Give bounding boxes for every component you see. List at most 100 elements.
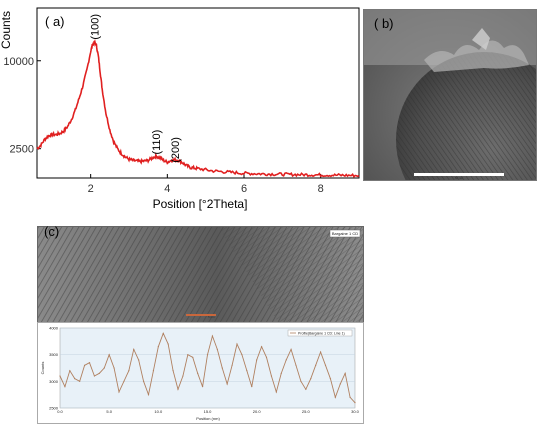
profile-point (256, 359, 258, 361)
profile-y-axis-title: Counts (40, 362, 45, 375)
profile-point (167, 343, 169, 345)
profile-point (334, 396, 336, 398)
profile-point (285, 359, 287, 361)
profile-point (216, 348, 218, 350)
xrd-x-axis-title: Position [°2Theta] (153, 197, 248, 211)
hrtem-legend-box (329, 229, 361, 238)
xrd-chart: 2 4 6 8 2500 10000 (100) (110) (200) ( a) Posit… (0, 7, 360, 211)
hrtem-legend-text: Bargaine 1 CD (332, 231, 358, 236)
profile-point (182, 375, 184, 377)
tem-image: 50 nm ( b) (364, 10, 536, 180)
xrd-peak-label: (200) (170, 137, 182, 163)
profile-point (246, 370, 248, 372)
profile-x-tick-label: 5.0 (106, 409, 112, 414)
profile-point (310, 378, 312, 380)
profile-point (275, 391, 277, 393)
profile-x-tick-label: 0.0 (57, 409, 63, 414)
profile-x-tick-label: 25.0 (302, 409, 311, 414)
profile-point (187, 354, 189, 356)
profile-x-axis-title: Position (nm) (196, 416, 220, 421)
profile-point (226, 383, 228, 385)
profile-point (221, 367, 223, 369)
xrd-x-tick-label: 6 (241, 183, 247, 195)
profile-legend-text: Profile(Bargaine 1 CD: Line 1) (298, 332, 345, 336)
xrd-ticks: 2 4 6 8 2500 10000 (3, 56, 323, 195)
profile-point (211, 335, 214, 337)
profile-point (251, 386, 253, 388)
profile-ticks: 2500 3000 3500 4000 0.0 5.0 10.0 15.0 20.0 25.0 30… (49, 326, 360, 415)
profile-point (83, 364, 86, 366)
panel-c-label: (c) (44, 224, 60, 239)
profile-point (93, 375, 96, 377)
profile-point (88, 362, 91, 364)
profile-point (265, 356, 268, 358)
xrd-annotations: (100) (110) (200) (90, 14, 183, 163)
profile-point (305, 388, 307, 390)
profile-point (123, 380, 125, 382)
profile-point (344, 372, 346, 374)
xrd-series-line (36, 38, 360, 178)
tem-scale-text: 50 nm (455, 176, 464, 180)
profile-point (98, 372, 100, 374)
profile-point (147, 394, 150, 396)
profile-x-tick-label: 20.0 (253, 409, 262, 414)
profile-point (231, 364, 233, 366)
xrd-peak-label: (100) (90, 14, 102, 40)
profile-point (133, 348, 135, 350)
profile-panel: 2500 3000 3500 4000 0.0 5.0 10.0 15.0 20.0 25.0 30… (37, 322, 364, 424)
profile-point (118, 391, 120, 393)
profile-x-tick-label: 10.0 (154, 409, 163, 414)
profile-point (152, 370, 155, 372)
profile-y-tick-label: 3000 (49, 379, 59, 384)
hrtem-image: Bargaine 1 CD 5 nm (38, 227, 363, 322)
xrd-x-tick-label: 8 (318, 183, 324, 195)
profile-point (324, 364, 327, 366)
profile-point (349, 396, 351, 398)
tem-image-panel: 50 nm ( b) (363, 9, 537, 181)
profile-point (162, 332, 164, 334)
profile-point (172, 370, 174, 372)
profile-x-tick-label: 15.0 (204, 409, 213, 414)
profile-point (339, 383, 341, 385)
profile-point (79, 380, 81, 382)
profile-point (354, 402, 356, 404)
panel-a-label: ( a) (45, 14, 65, 29)
profile-point (157, 346, 159, 348)
profile-point (192, 356, 194, 358)
xrd-x-tick-label: 4 (164, 183, 170, 195)
profile-chart: 2500 3000 3500 4000 0.0 5.0 10.0 15.0 20.0 25.0 30… (38, 323, 363, 423)
profile-point (197, 372, 199, 374)
xrd-y-axis-title: Counts (0, 11, 13, 49)
profile-point (241, 354, 243, 356)
profile-y-tick-label: 3500 (49, 352, 59, 357)
profile-line-group (59, 332, 356, 404)
hrtem-scale-bar (186, 314, 216, 316)
profile-point (113, 367, 115, 369)
profile-point (295, 364, 297, 366)
xrd-panel: 2 4 6 8 2500 10000 (100) (110) (200) ( a) Posit… (0, 0, 362, 215)
profile-point (138, 359, 140, 361)
profile-point (290, 348, 292, 350)
profile-point (329, 378, 332, 380)
profile-point (128, 370, 130, 372)
profile-point (206, 354, 209, 356)
hrtem-image-panel: Bargaine 1 CD 5 nm (37, 226, 364, 323)
profile-legend-box (287, 329, 353, 337)
xrd-plot-frame (36, 7, 360, 179)
profile-point (177, 388, 179, 390)
profile-point (69, 370, 71, 372)
xrd-y-tick-label: 10000 (3, 56, 34, 68)
profile-point (300, 380, 302, 382)
profile-point (236, 343, 238, 345)
profile-point (260, 346, 263, 348)
profile-point (142, 380, 145, 382)
profile-point (108, 354, 110, 356)
tem-scale-bar (414, 173, 504, 176)
profile-point (319, 351, 322, 353)
profile-plot-area (59, 327, 356, 409)
xrd-peak-label: (110) (151, 130, 163, 155)
profile-y-tick-label: 2500 (49, 406, 59, 411)
profile-point (74, 378, 76, 380)
xrd-y-tick-label: 2500 (10, 144, 34, 156)
profile-x-tick-label: 30.0 (351, 409, 360, 414)
